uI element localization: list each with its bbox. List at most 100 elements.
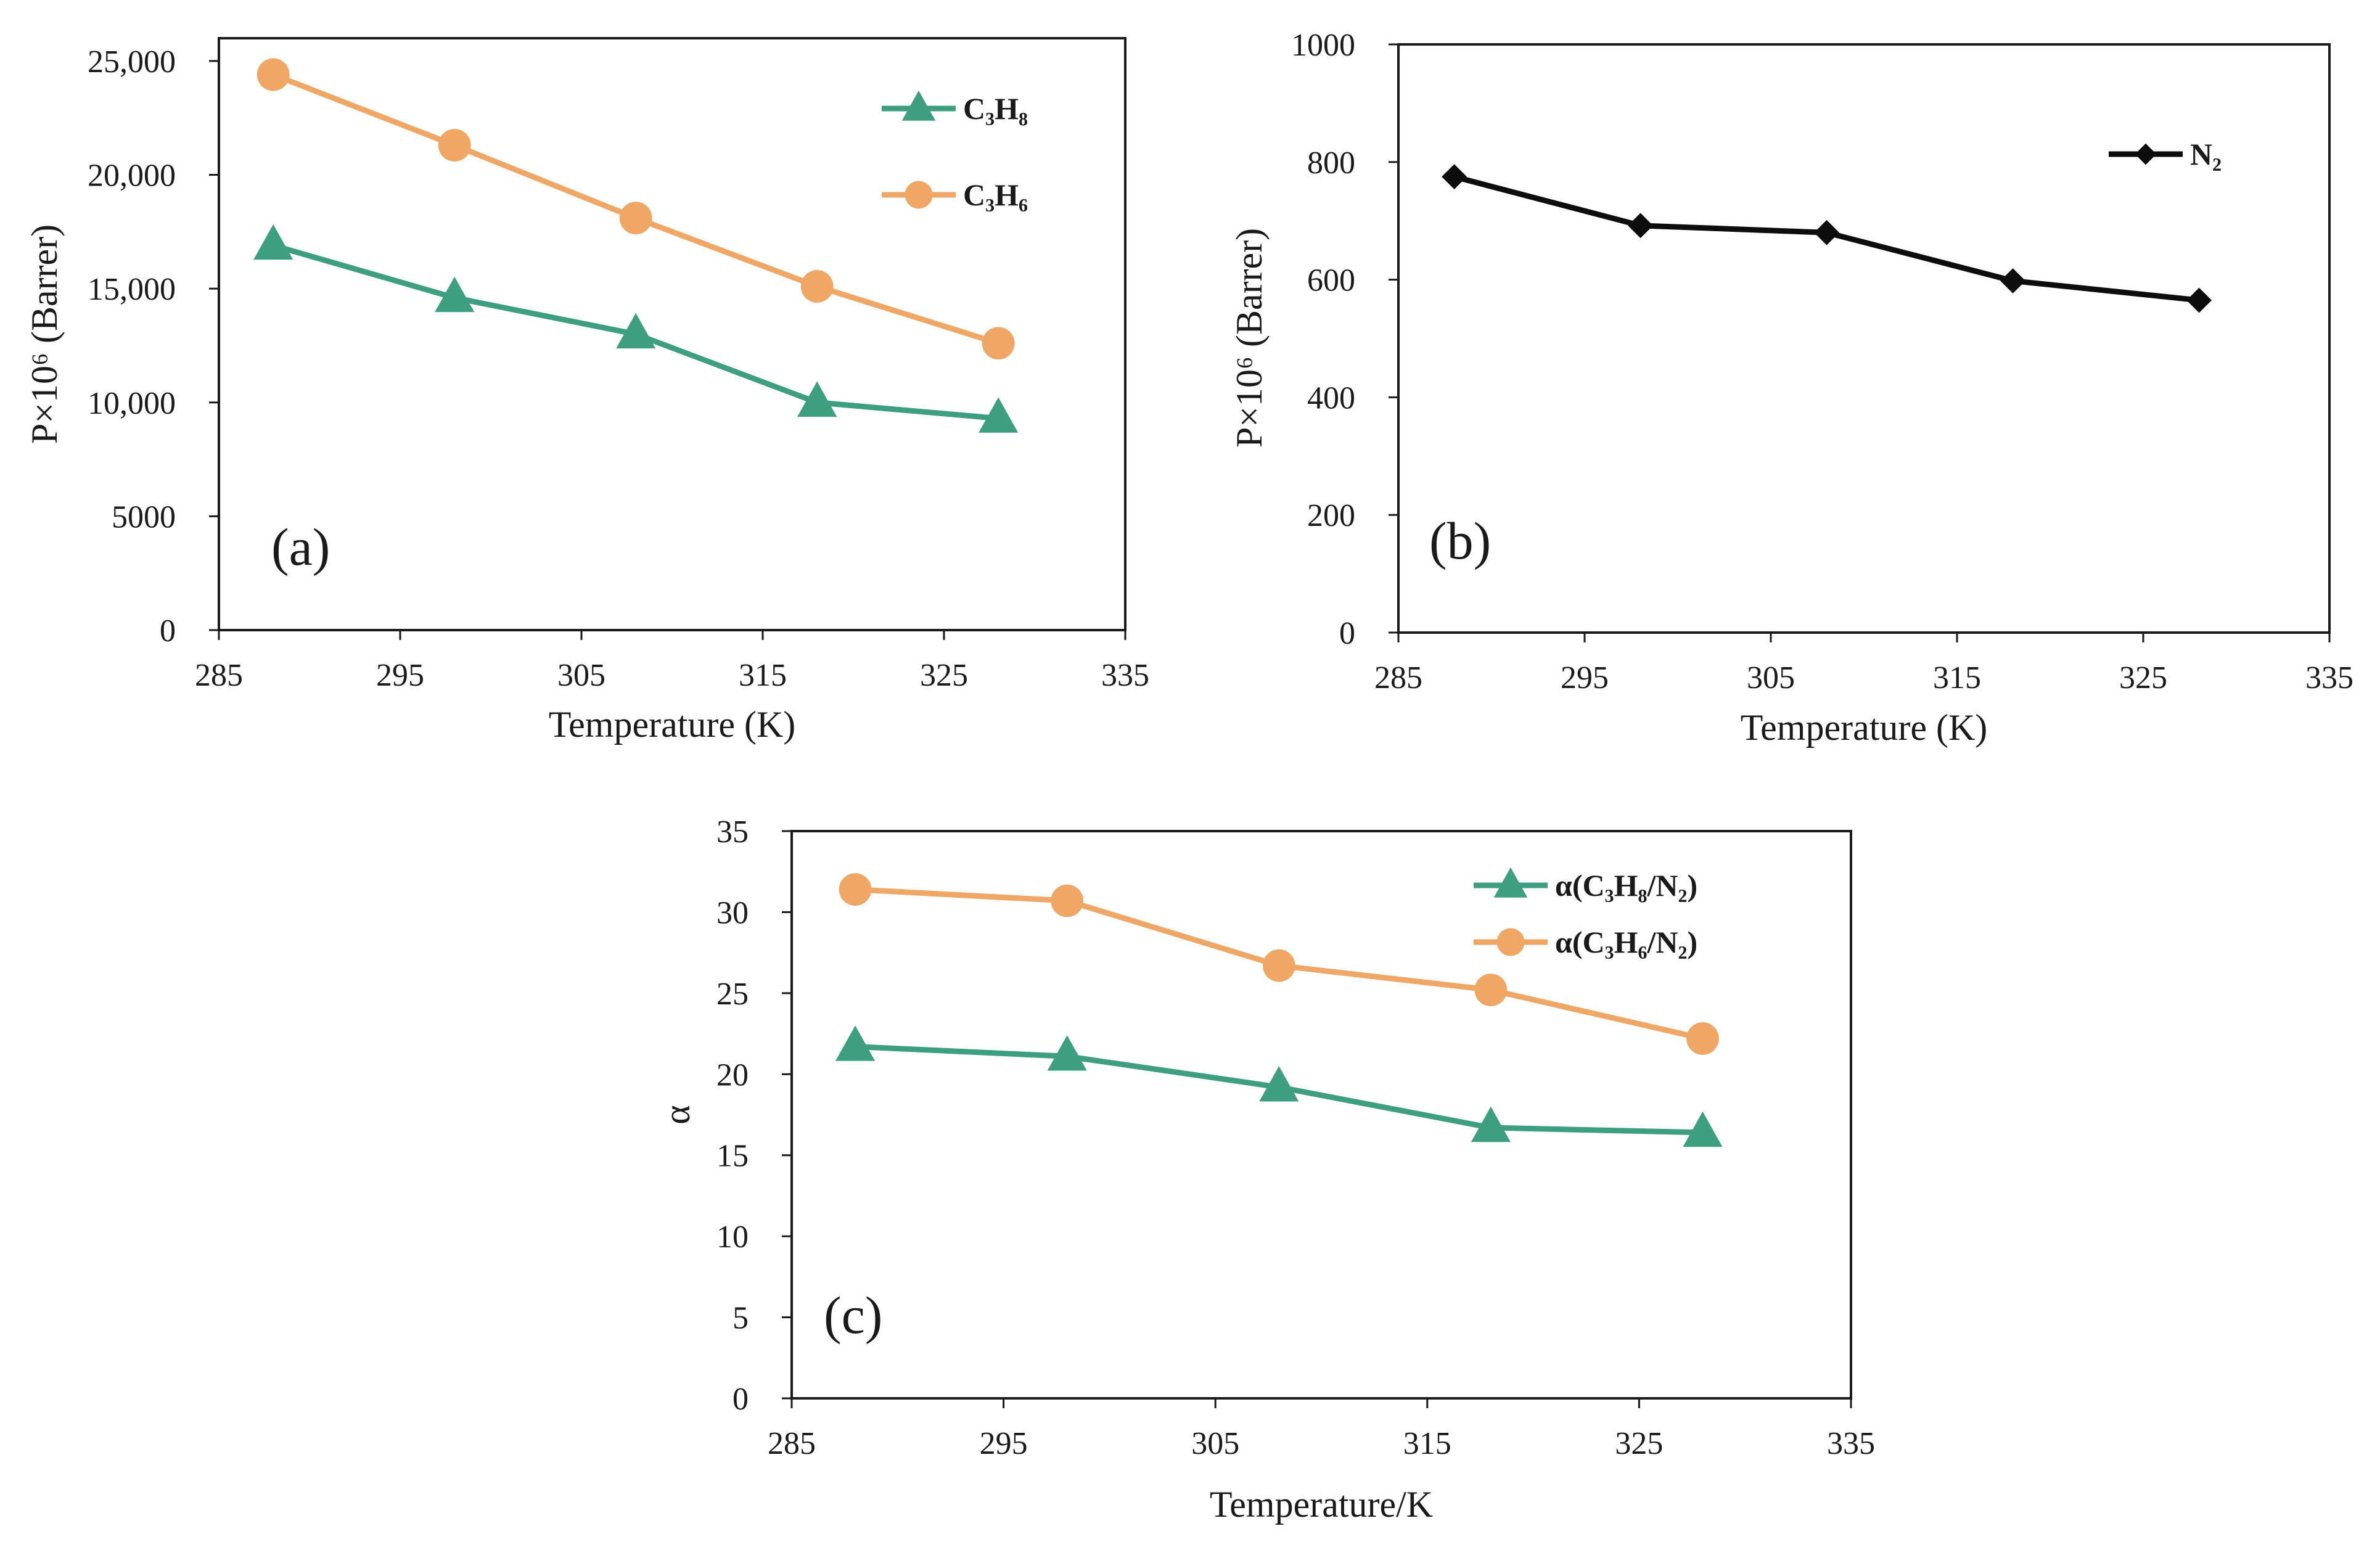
x-axis-title: Temperature/K: [1210, 1484, 1433, 1525]
y-tick-label: 20: [716, 1057, 749, 1093]
x-tick-label: 285: [1374, 660, 1422, 695]
y-tick-label: 25: [716, 977, 749, 1012]
data-point: [1474, 974, 1508, 1006]
y-axis-title: α: [657, 1105, 697, 1124]
panel-tag: (b): [1429, 511, 1491, 570]
panel-tag: (c): [824, 1286, 882, 1345]
x-tick-label: 325: [920, 658, 968, 693]
y-tick-label: 0: [1339, 616, 1355, 651]
legend-marker: [905, 181, 933, 209]
x-tick-label: 315: [739, 658, 787, 693]
legend-marker: [2135, 143, 2157, 165]
legend-label: C₃H₈: [963, 91, 1028, 126]
data-point: [253, 224, 293, 260]
data-point: [256, 58, 290, 91]
x-tick-label: 335: [1827, 1426, 1875, 1461]
y-tick-label: 35: [716, 814, 749, 850]
y-tick-label: 400: [1307, 380, 1355, 416]
series-0: [1442, 164, 2212, 313]
chart-panel-a: 285 295 305 315 325 335 0 5000 10,000 15,000 20,00…: [24, 37, 1149, 745]
y-tick-label: 800: [1307, 146, 1355, 181]
y-tick-label: 10: [716, 1220, 749, 1255]
legend-label: α(C₃H₈/N₂): [1555, 868, 1697, 903]
legend-marker: [1496, 928, 1525, 956]
x-tick-label: 335: [1101, 658, 1149, 693]
y-tick-label: 15,000: [88, 272, 176, 307]
x-tick-label: 305: [1747, 660, 1795, 695]
x-tick-label: 305: [557, 658, 605, 693]
legend-entry: C₃H₆: [882, 178, 1028, 212]
legend-label: C₃H₆: [963, 178, 1028, 212]
x-tick-label: 295: [376, 658, 424, 693]
x-tick-label: 315: [1933, 660, 1981, 695]
data-point: [1259, 1066, 1299, 1102]
x-tick-label: 285: [195, 658, 243, 693]
legend-entry: α(C₃H₈/N₂): [1474, 867, 1697, 903]
legend-entry: C₃H₈: [882, 90, 1028, 126]
data-point: [982, 327, 1015, 360]
data-point: [1442, 164, 1467, 190]
legend-entry: α(C₃H₆/N₂): [1474, 925, 1697, 959]
data-point: [1628, 213, 1653, 239]
y-tick-label: 5000: [112, 499, 176, 535]
y-tick-label: 20,000: [88, 158, 176, 194]
y-tick-label: 600: [1307, 263, 1355, 298]
data-point: [2186, 287, 2212, 313]
data-point: [835, 1025, 876, 1061]
y-axis-title: P×10⁶ (Barrer): [24, 224, 65, 444]
plot-frame: [1397, 43, 2331, 634]
x-axis-title: Temperature (K): [1741, 707, 1988, 748]
x-tick-label: 295: [1561, 660, 1609, 695]
y-tick-label: 1000: [1291, 28, 1355, 63]
data-point: [2000, 268, 2025, 293]
plot-frame: [790, 830, 1852, 1400]
legend-label: N₂: [2190, 137, 2222, 171]
data-point: [1262, 949, 1295, 982]
legend-marker: [1493, 867, 1528, 898]
data-point: [797, 381, 837, 417]
data-point: [1686, 1022, 1719, 1055]
series-0: [253, 224, 1019, 433]
data-point: [616, 313, 656, 349]
legend-marker: [901, 90, 936, 121]
data-point: [1047, 1035, 1087, 1071]
chart-panel-c: 285 295 305 315 325 335 0 5 10 15 20 25 30 35 Temperat…: [657, 814, 1875, 1525]
x-tick-label: 325: [1615, 1426, 1663, 1461]
series-1: [839, 873, 1719, 1055]
series-1: [256, 58, 1015, 360]
x-tick-label: 285: [768, 1426, 816, 1461]
x-tick-label: 335: [2305, 660, 2353, 695]
y-axis-title: P×10⁶ (Barrer): [1229, 228, 1270, 448]
data-point: [1471, 1106, 1511, 1142]
y-tick-label: 0: [160, 613, 176, 649]
plot-frame: [218, 37, 1126, 631]
legend-label: α(C₃H₆/N₂): [1555, 925, 1697, 959]
y-tick-label: 200: [1307, 498, 1355, 533]
y-tick-label: 30: [716, 895, 749, 930]
legend-entry: N₂: [2109, 137, 2222, 171]
x-tick-label: 295: [980, 1426, 1028, 1461]
data-point: [1683, 1111, 1723, 1147]
x-tick-label: 305: [1191, 1426, 1239, 1461]
data-point: [800, 270, 834, 303]
series-0: [835, 1025, 1723, 1147]
y-tick-label: 10,000: [88, 386, 176, 421]
data-point: [438, 129, 471, 162]
y-tick-label: 25,000: [88, 44, 176, 80]
y-tick-label: 0: [732, 1382, 749, 1417]
data-point: [979, 397, 1019, 433]
y-tick-label: 5: [732, 1301, 749, 1336]
data-point: [1814, 219, 1839, 245]
y-tick-label: 15: [716, 1139, 749, 1174]
data-point: [435, 276, 475, 313]
x-tick-label: 315: [1403, 1426, 1451, 1461]
x-axis-title: Temperature (K): [549, 704, 796, 745]
panel-tag: (a): [271, 517, 330, 576]
data-point: [619, 202, 652, 235]
x-tick-label: 325: [2119, 660, 2167, 695]
data-point: [1051, 884, 1084, 917]
chart-panel-b: 285 295 305 315 325 335 0 200 400 600 800 1000 Tempe…: [1229, 28, 2353, 748]
data-point: [839, 873, 872, 906]
